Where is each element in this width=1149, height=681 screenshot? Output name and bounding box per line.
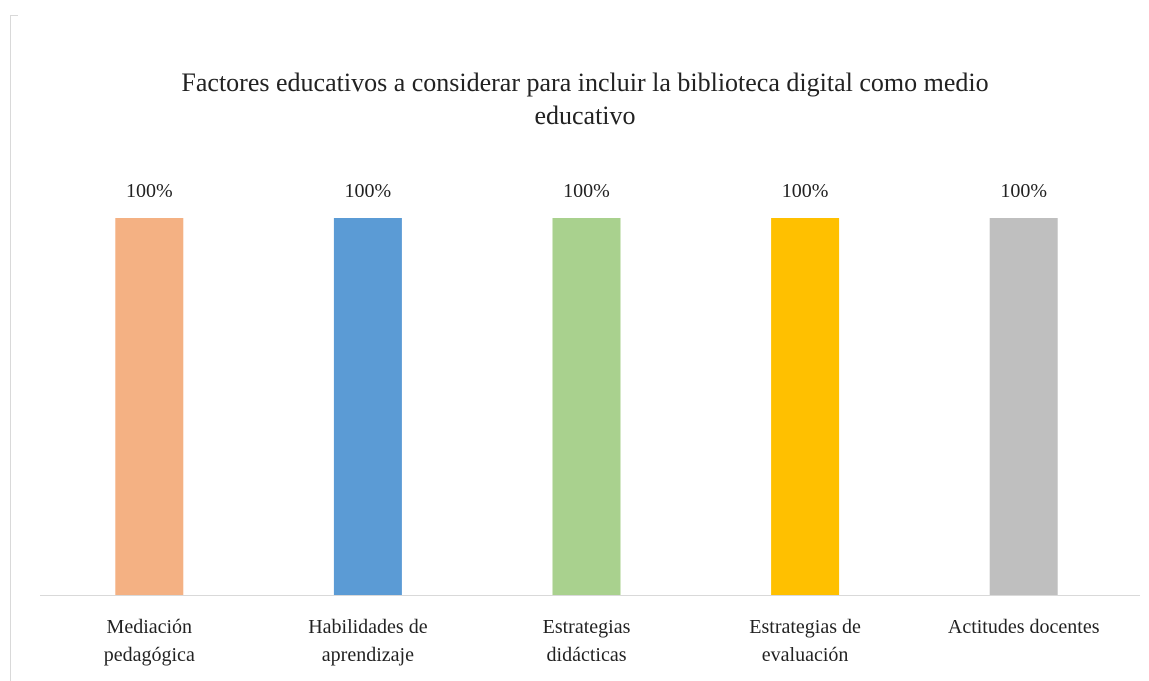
bar [552,218,621,595]
bar [989,218,1058,595]
chart-title: Factores educativos a considerar para in… [181,68,989,130]
data-label: 100% [781,180,829,202]
x-tick-label: Estrategias de evaluación [749,616,861,666]
x-tick-label: Actitudes docentes [947,616,1100,638]
data-label: 100% [344,180,392,202]
bar [333,218,402,595]
bar [115,218,184,595]
x-tick-label: Estrategias didácticas [542,616,631,666]
data-label: 100% [1000,180,1048,202]
x-tick-label: Mediación pedagógica [103,616,195,666]
x-tick-label: Habilidades de aprendizaje [308,616,428,666]
data-label: 100% [125,180,173,202]
bar [771,218,840,595]
data-label: 100% [563,180,610,202]
